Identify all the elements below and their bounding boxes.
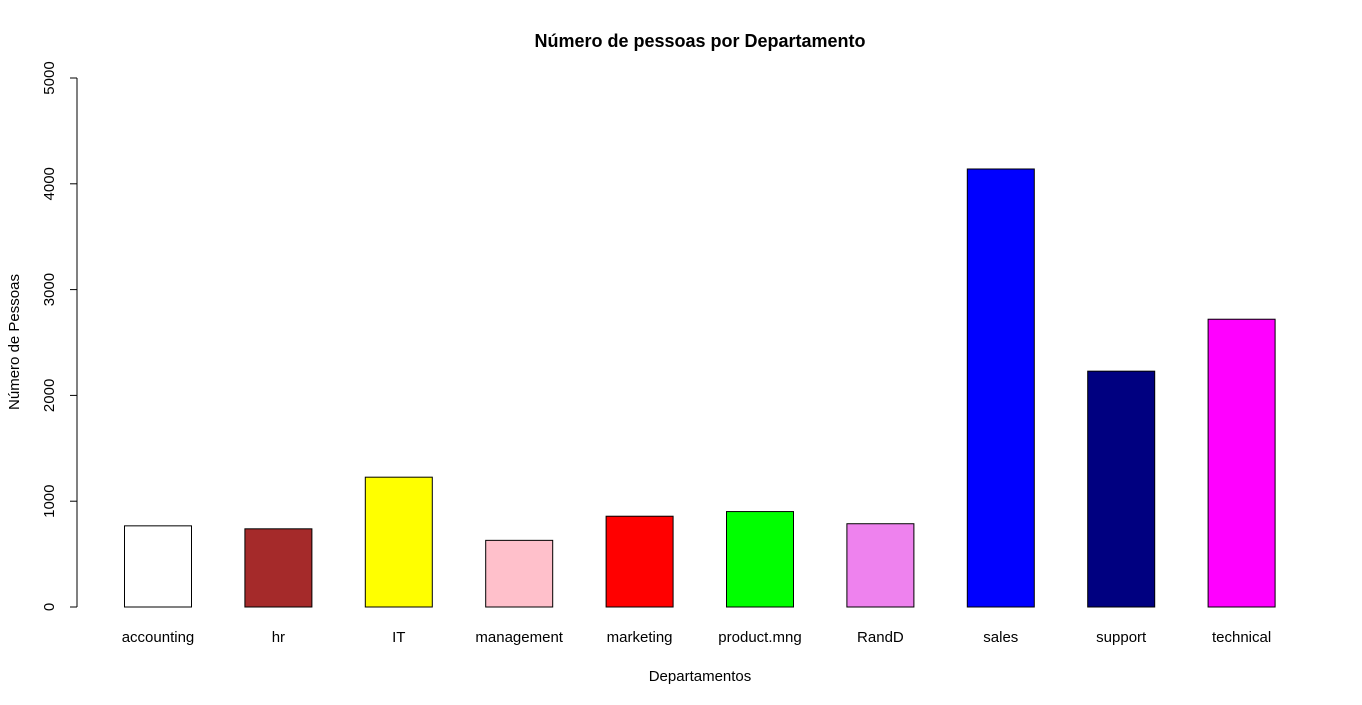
bar-management — [485, 539, 554, 608]
x-tick-label-accounting: accounting — [122, 629, 195, 646]
y-tick-label: 0 — [41, 603, 58, 611]
bar-support — [1087, 370, 1156, 608]
x-tick-label-hr: hr — [272, 629, 285, 646]
x-axis-label: Departamentos — [649, 668, 752, 685]
x-tick-label-sales: sales — [983, 629, 1018, 646]
y-axis: 0 1000 2000 3000 4000 5000 — [41, 61, 78, 611]
x-tick-label-IT: IT — [392, 629, 405, 646]
x-tick-label-product.mng: product.mng — [718, 629, 801, 646]
bar-technical — [1207, 318, 1276, 608]
x-tick-label-RandD: RandD — [857, 629, 904, 646]
bars — [124, 168, 1276, 608]
x-tick-label-marketing: marketing — [607, 629, 673, 646]
x-tick-labels: accounting hr IT management marketing product… — [122, 629, 1271, 646]
y-tick-label: 3000 — [41, 273, 58, 306]
y-tick-label: 4000 — [41, 167, 58, 200]
chart-title: Número de pessoas por Departamento — [534, 31, 865, 51]
bar-marketing — [605, 515, 674, 608]
y-tick-label: 5000 — [41, 61, 58, 94]
x-tick-label-technical: technical — [1212, 629, 1271, 646]
y-axis-label: Número de Pessoas — [6, 274, 23, 410]
bar-accounting — [124, 525, 192, 608]
bar-product.mng — [726, 511, 794, 608]
bar-hr — [244, 528, 313, 608]
x-tick-label-support: support — [1096, 629, 1147, 646]
bar-RandD — [846, 523, 915, 608]
bar-sales — [966, 168, 1035, 608]
bar-IT — [364, 476, 433, 608]
y-tick-label: 1000 — [41, 485, 58, 518]
y-tick-label: 2000 — [41, 379, 58, 412]
x-tick-label-management: management — [475, 629, 563, 646]
